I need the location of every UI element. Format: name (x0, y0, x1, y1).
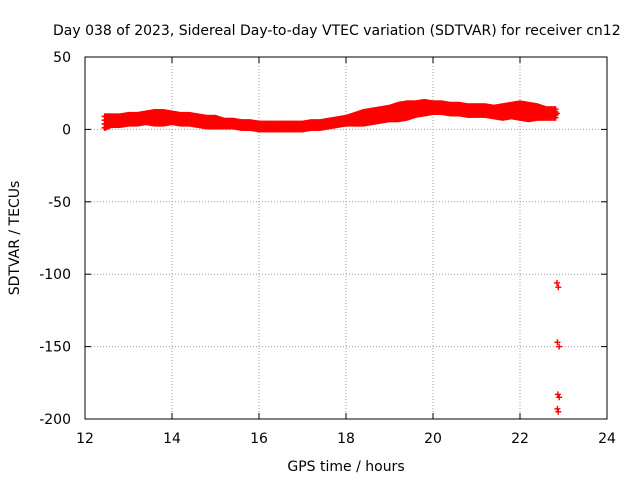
y-tick-label: -150 (39, 340, 71, 356)
grid (85, 57, 607, 419)
y-tick-label: 50 (53, 50, 71, 66)
data-point (556, 394, 563, 401)
y-tick-label: -50 (48, 195, 71, 211)
y-axis-label: SDTVAR / TECUs (7, 181, 23, 296)
chart-title: Day 038 of 2023, Sidereal Day-to-day VTE… (53, 23, 621, 39)
data-point (553, 279, 560, 286)
y-tick-label: -100 (39, 267, 71, 283)
data-point (554, 339, 561, 346)
x-tick-label: 14 (163, 431, 181, 447)
data-point (555, 284, 562, 291)
y-tick-label: -200 (39, 412, 71, 428)
x-tick-label: 12 (76, 431, 94, 447)
axis-ticks: 12 14 16 18 20 22 24 -200 -150 -100 -50 0 50 (39, 50, 616, 447)
x-tick-label: 16 (250, 431, 268, 447)
y-tick-label: 0 (62, 122, 71, 138)
x-tick-label: 18 (337, 431, 355, 447)
data-point (556, 343, 563, 350)
data-point (554, 405, 561, 412)
data-point (553, 110, 560, 117)
data-point (552, 106, 559, 113)
x-tick-label: 22 (511, 431, 529, 447)
data-point (554, 391, 561, 398)
data-point (555, 408, 562, 415)
x-axis-label: GPS time / hours (287, 459, 404, 475)
data-series (101, 98, 563, 415)
x-tick-label: 20 (424, 431, 442, 447)
x-tick-label: 24 (598, 431, 616, 447)
